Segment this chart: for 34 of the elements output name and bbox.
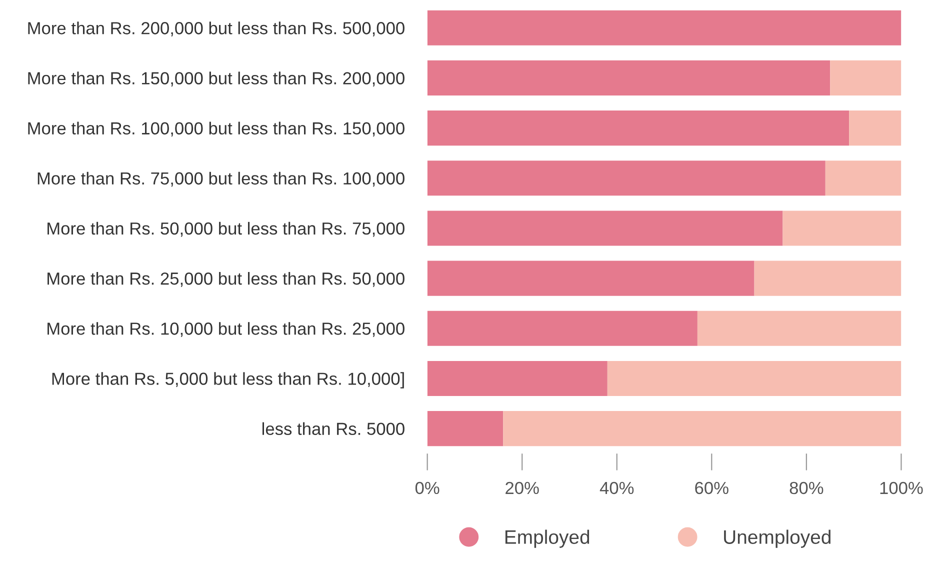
bar: [849, 110, 902, 146]
bar: [754, 260, 902, 296]
bar: [427, 160, 826, 196]
legend-label: Employed: [505, 530, 590, 548]
x-tick-label: 0%: [415, 482, 440, 494]
bar: [427, 411, 504, 446]
y-tick-label: More than Rs. 5,000 but less than Rs. 10,000]: [52, 372, 404, 388]
bar: [427, 210, 783, 246]
y-tick-label: More than Rs. 10,000 but less than Rs. 25,000: [48, 322, 404, 337]
y-tick-label: More than Rs. 150,000 but less than Rs. 200,000: [28, 72, 404, 86]
bar: [427, 310, 698, 346]
y-tick-label: More than Rs. 25,000 but less than Rs. 50,000: [48, 272, 404, 287]
bar: [427, 110, 850, 146]
x-tick-label: 20%: [506, 482, 539, 494]
x-tick-label: 60%: [695, 482, 728, 494]
y-tick-label: less than Rs. 5000: [262, 422, 404, 436]
bar: [697, 310, 902, 346]
x-tick-label: 80%: [790, 482, 824, 494]
y-tick-label: More than Rs. 75,000 but less than Rs. 100,000: [38, 172, 404, 187]
bar: [427, 360, 608, 396]
bar: [825, 160, 902, 196]
bar: [427, 10, 902, 46]
bar: [503, 411, 902, 446]
x-tick-label: 100%: [880, 482, 923, 494]
bar: [607, 360, 902, 396]
bar: [427, 260, 754, 296]
y-tick-label: More than Rs. 200,000 but less than Rs. 500,000: [28, 22, 404, 36]
bar: [427, 60, 830, 96]
x-tick-label: 40%: [600, 482, 634, 494]
bar: [782, 210, 902, 246]
y-tick-label: More than Rs. 50,000 but less than Rs. 75,000: [48, 222, 404, 237]
bar: [830, 60, 902, 96]
legend-label: Unemployed: [724, 530, 830, 548]
y-tick-label: More than Rs. 100,000 but less than Rs. 150,000: [28, 122, 404, 137]
